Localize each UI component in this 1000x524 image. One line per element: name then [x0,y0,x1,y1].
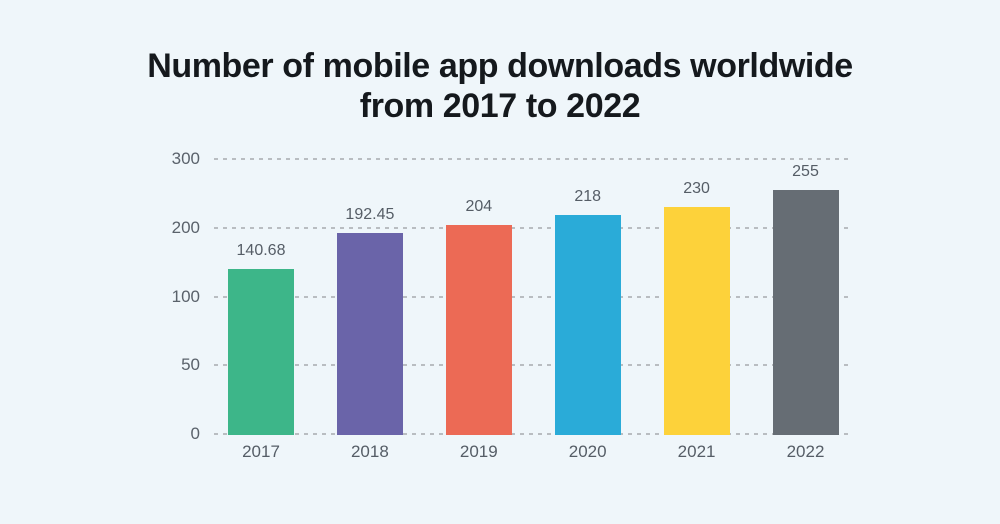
chart-title-line1: Number of mobile app downloads worldwide [147,47,853,85]
y-tick-label: 100 [171,286,200,306]
gridline-300 [214,158,852,160]
y-tick-label: 200 [171,217,200,237]
x-tick-label: 2022 [786,442,825,461]
gridline-100 [214,295,852,298]
bar-2021 [663,207,730,435]
bar-value-label: 204 [465,198,493,215]
chart-title-line2: from 2017 to 2022 [359,87,641,125]
x-tick-label: 2018 [350,442,389,461]
x-tick-label: 2020 [568,442,607,461]
y-tick-label: 50 [181,355,200,375]
bar-2017 [228,268,294,435]
bar-value-label: 218 [574,188,602,206]
x-tick-label: 2019 [459,442,498,461]
x-tick-label: 2021 [677,442,716,461]
gridline-0 [214,433,852,435]
bar-value-label: 140.68 [236,241,286,259]
x-tick-label: 2017 [242,442,280,461]
bar-2022 [772,189,839,435]
gridline-50 [214,364,852,367]
y-tick-label: 0 [190,424,200,443]
gridline-200 [214,226,852,229]
y-tick-label: 300 [171,149,200,168]
bar-2019 [445,225,512,435]
bar-value-label: 230 [683,180,710,198]
chart-title: Number of mobile app downloads worldwide… [0,46,1000,126]
bar-value-label: 255 [792,162,819,180]
bar-value-label: 192.45 [345,205,395,223]
bar-2020 [554,215,621,435]
bar-2018 [336,232,403,435]
